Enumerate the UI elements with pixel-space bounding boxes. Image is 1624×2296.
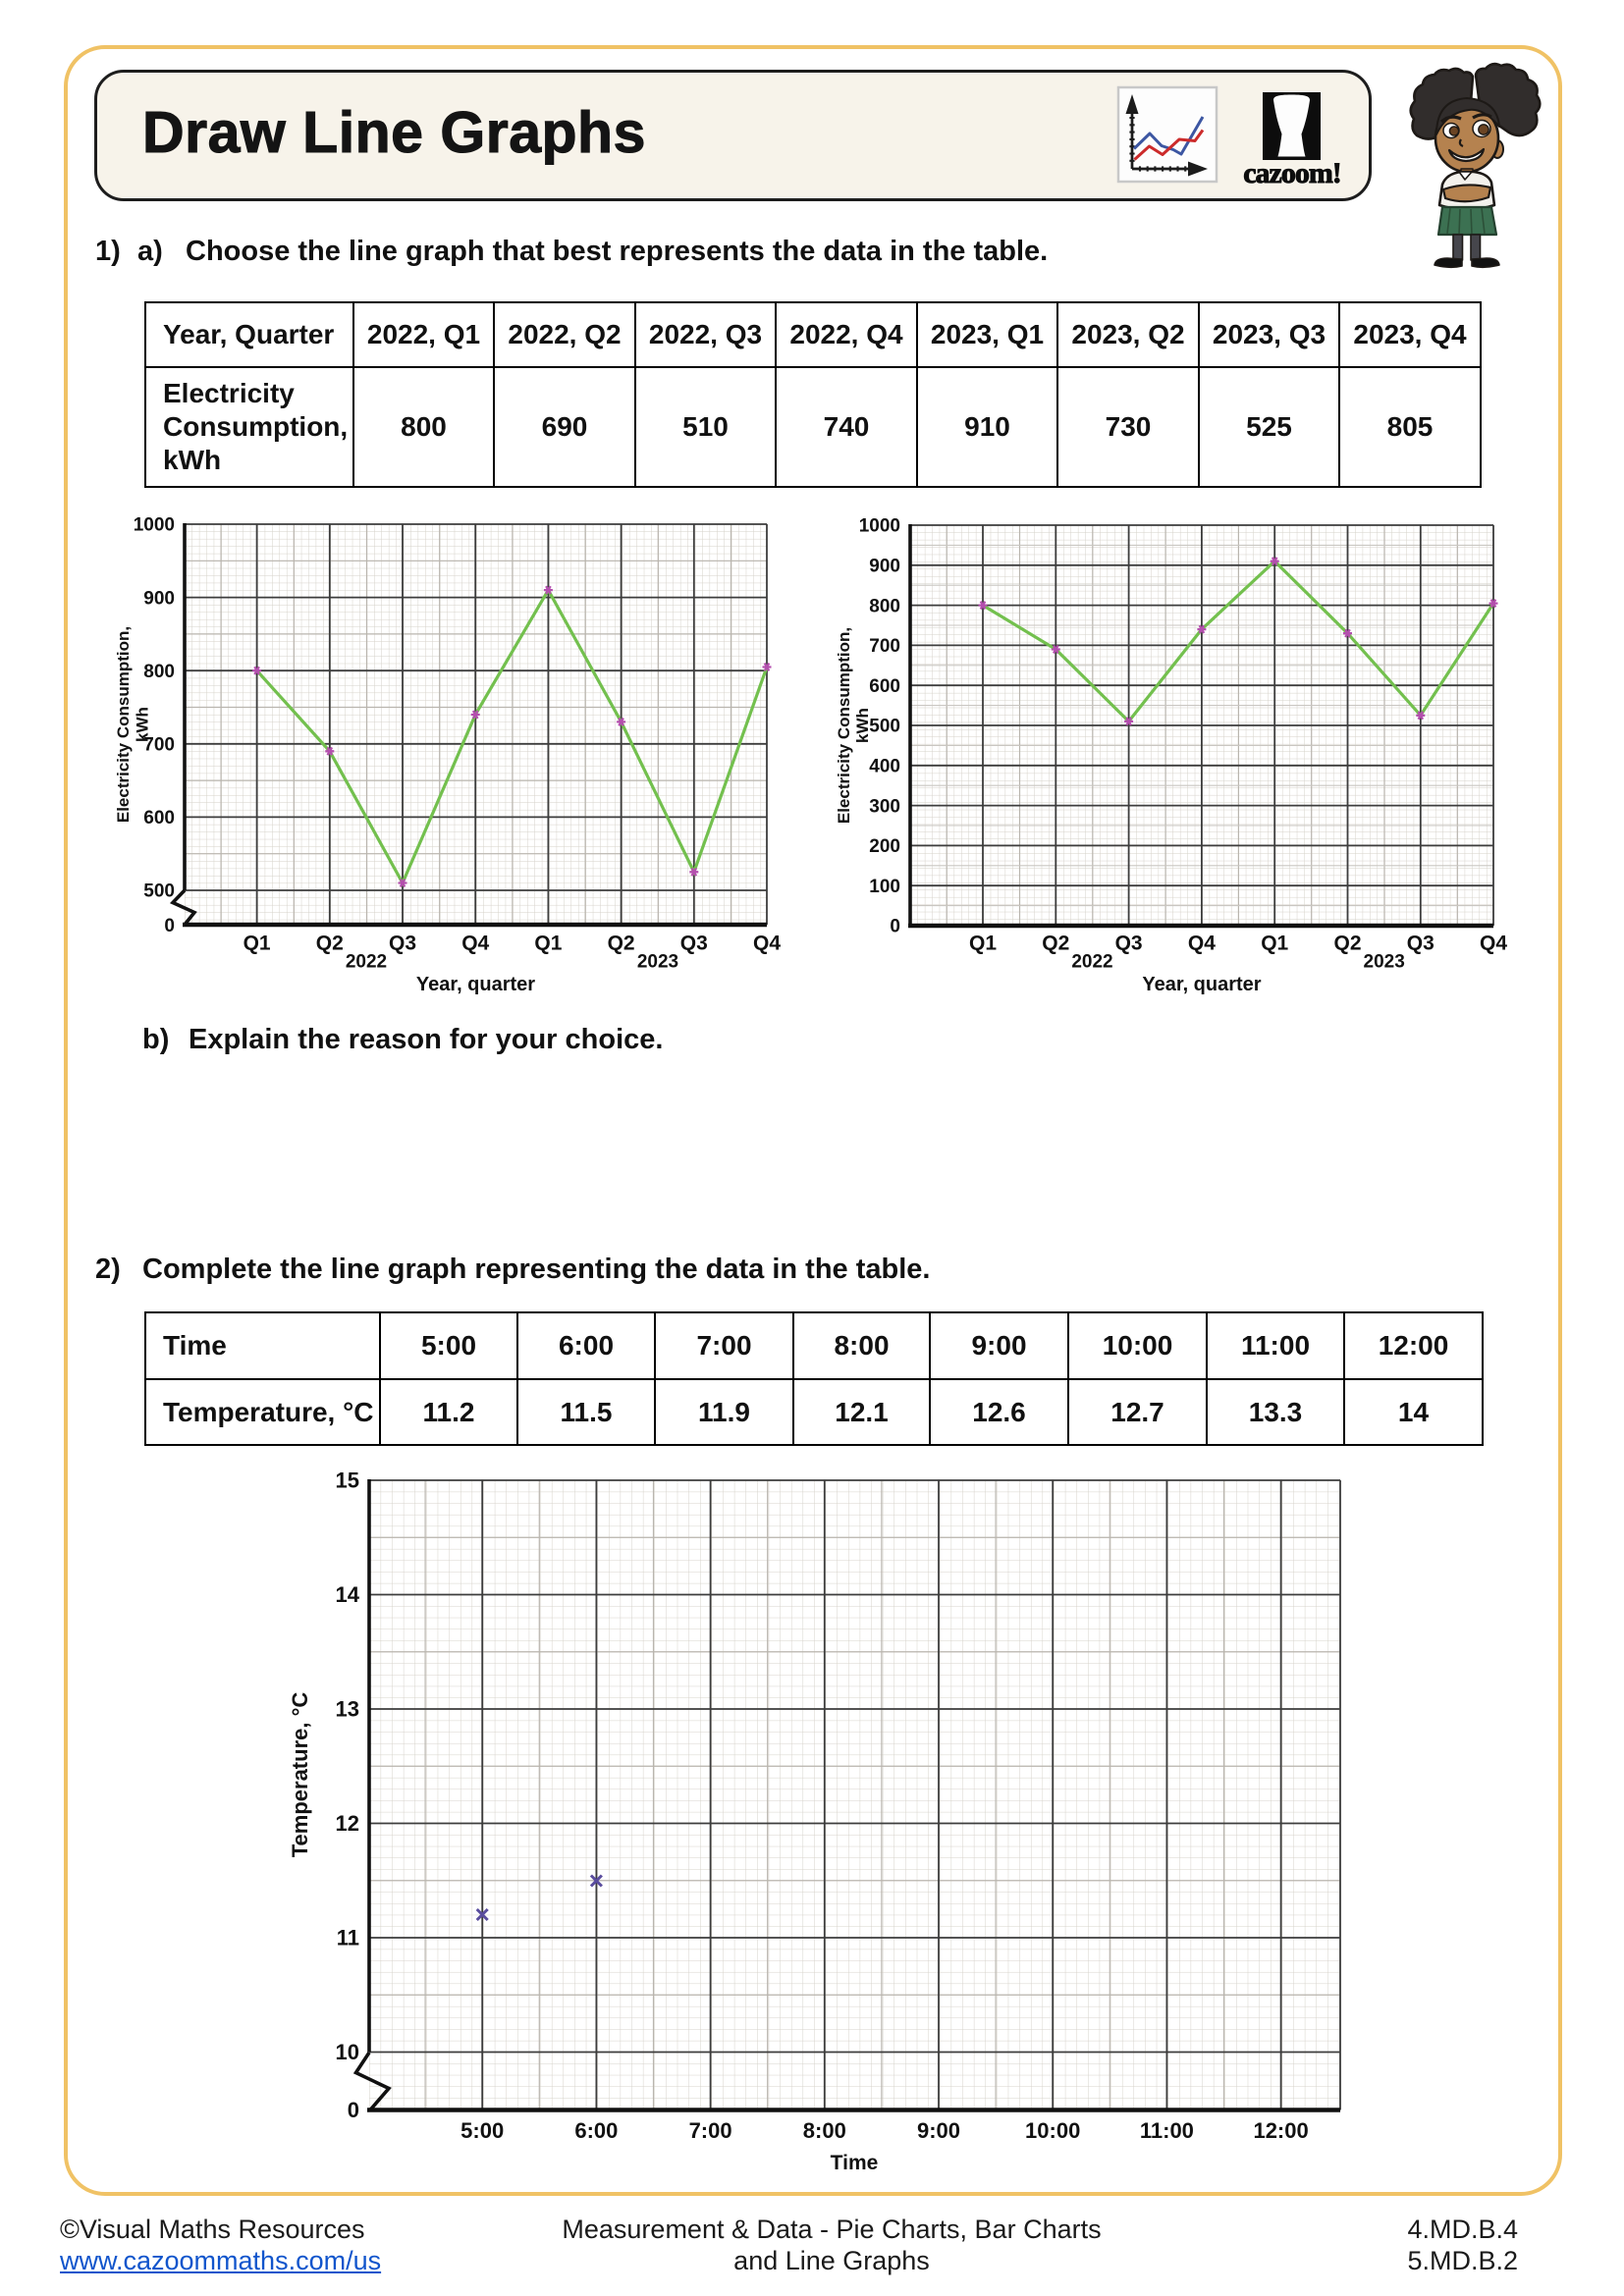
svg-text:11: 11 — [337, 1925, 359, 1949]
svg-text:600: 600 — [143, 808, 175, 828]
svg-text:100: 100 — [869, 877, 900, 897]
svg-text:Year, quarter: Year, quarter — [1142, 974, 1261, 995]
svg-text:Year, quarter: Year, quarter — [416, 974, 535, 995]
svg-text:10:00: 10:00 — [1025, 2118, 1080, 2143]
svg-text:0: 0 — [164, 916, 175, 936]
svg-text:Q4: Q4 — [1480, 933, 1507, 955]
svg-text:300: 300 — [869, 796, 900, 817]
svg-text:Q4: Q4 — [753, 933, 781, 955]
svg-text:900: 900 — [869, 557, 900, 577]
svg-text:9:00: 9:00 — [917, 2118, 960, 2143]
svg-text:800: 800 — [143, 662, 175, 682]
svg-text:Q3: Q3 — [1407, 933, 1435, 955]
svg-text:12:00: 12:00 — [1253, 2118, 1308, 2143]
svg-text:15: 15 — [336, 1468, 359, 1492]
svg-text:8:00: 8:00 — [803, 2118, 846, 2143]
svg-text:Q3: Q3 — [389, 933, 416, 955]
svg-text:Q2: Q2 — [1042, 933, 1069, 955]
svg-text:kWh: kWh — [853, 708, 872, 743]
svg-text:cazoom!: cazoom! — [1243, 157, 1341, 189]
svg-text:1000: 1000 — [859, 516, 900, 537]
svg-text:kWh: kWh — [134, 707, 152, 742]
svg-text:2023: 2023 — [637, 952, 678, 973]
svg-text:Q1: Q1 — [534, 933, 562, 955]
svg-text:Q1: Q1 — [1261, 933, 1288, 955]
svg-text:Q2: Q2 — [316, 933, 344, 955]
svg-text:Q4: Q4 — [1188, 933, 1216, 955]
svg-text:700: 700 — [869, 636, 900, 657]
svg-text:0: 0 — [890, 917, 900, 937]
svg-text:Q4: Q4 — [461, 933, 489, 955]
svg-text:900: 900 — [143, 588, 175, 609]
svg-text:600: 600 — [869, 676, 900, 697]
svg-text:7:00: 7:00 — [689, 2118, 732, 2143]
svg-text:Q3: Q3 — [680, 933, 708, 955]
svg-text:400: 400 — [869, 757, 900, 777]
svg-text:Q2: Q2 — [608, 933, 635, 955]
svg-text:10: 10 — [336, 2040, 359, 2064]
svg-text:2023: 2023 — [1364, 952, 1405, 973]
svg-text:0: 0 — [348, 2098, 359, 2122]
svg-text:1000: 1000 — [134, 515, 175, 536]
svg-text:2022: 2022 — [1071, 952, 1112, 973]
svg-text:500: 500 — [869, 717, 900, 737]
svg-text:700: 700 — [143, 735, 175, 756]
svg-text:Q1: Q1 — [244, 933, 271, 955]
svg-text:6:00: 6:00 — [574, 2118, 618, 2143]
svg-text:14: 14 — [336, 1582, 360, 1607]
svg-text:11:00: 11:00 — [1140, 2118, 1194, 2143]
svg-text:12: 12 — [336, 1811, 359, 1836]
svg-text:200: 200 — [869, 836, 900, 857]
svg-text:Electricity Consumption,: Electricity Consumption, — [114, 626, 133, 823]
svg-text:5:00: 5:00 — [460, 2118, 504, 2143]
svg-text:500: 500 — [143, 881, 175, 902]
svg-text:Electricity Consumption,: Electricity Consumption, — [835, 627, 853, 824]
svg-text:Time: Time — [831, 2152, 879, 2174]
svg-text:Q1: Q1 — [969, 933, 997, 955]
svg-text:2022: 2022 — [346, 952, 387, 973]
svg-text:800: 800 — [869, 596, 900, 616]
svg-text:Q2: Q2 — [1333, 933, 1361, 955]
svg-text:Q3: Q3 — [1115, 933, 1143, 955]
svg-text:Temperature, °C: Temperature, °C — [288, 1692, 312, 1858]
svg-text:13: 13 — [336, 1696, 359, 1721]
